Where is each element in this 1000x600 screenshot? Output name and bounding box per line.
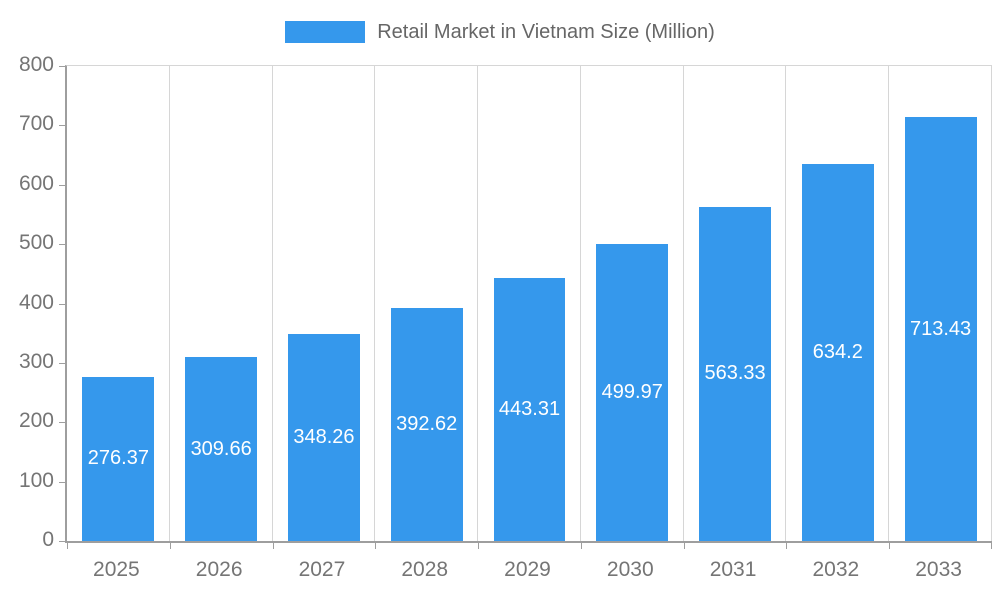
x-axis-tick (272, 543, 274, 549)
x-axis-tick (889, 543, 891, 549)
x-axis-tick (169, 543, 171, 549)
bar-2031: 563.33 (699, 206, 772, 541)
x-axis-tick (375, 543, 377, 549)
x-axis-label: 2029 (504, 558, 551, 581)
vertical-gridline (271, 66, 273, 541)
x-axis-tick (580, 543, 582, 549)
y-axis-tick (59, 244, 65, 246)
bar-value-label: 443.31 (498, 397, 561, 420)
y-axis-label: 100 (18, 468, 54, 492)
bar-value-label: 392.62 (396, 412, 458, 435)
x-axis-label: 2028 (401, 558, 449, 581)
x-axis-tick (786, 543, 788, 549)
vertical-gridline (477, 66, 479, 541)
y-axis-label: 600 (18, 171, 54, 195)
vertical-gridline (374, 66, 376, 541)
bar-2027: 348.26 (287, 334, 360, 541)
vertical-gridline (579, 66, 581, 541)
bar-2025: 276.37 (82, 376, 155, 541)
bar-value-label: 713.43 (910, 317, 972, 340)
y-axis-label: 500 (18, 231, 54, 255)
y-axis-tick (59, 422, 65, 424)
y-axis-label: 400 (18, 290, 54, 314)
x-axis-tick (991, 543, 992, 549)
y-axis-label: 0 (42, 528, 54, 551)
chart-legend[interactable]: Retail Market in Vietnam Size (Million) (0, 18, 1000, 46)
bar-2030: 499.97 (596, 244, 669, 541)
x-axis-label: 2027 (298, 558, 346, 581)
bar-value-label: 348.26 (293, 426, 355, 449)
y-axis-label: 300 (18, 349, 54, 373)
x-axis-label: 2030 (606, 558, 654, 581)
vertical-gridline (682, 66, 684, 541)
x-axis-label: 2033 (915, 558, 962, 581)
bar-value-label: 499.97 (601, 381, 663, 404)
vertical-gridline (785, 66, 787, 541)
x-axis-label: 2026 (195, 558, 243, 581)
bar-2028: 392.62 (390, 307, 463, 541)
bar-2026: 309.66 (185, 357, 258, 541)
x-axis-tick (683, 543, 685, 549)
bar-2033: 713.43 (904, 117, 977, 541)
x-axis-label: 2025 (93, 558, 140, 581)
y-axis-tick (59, 125, 65, 127)
y-axis-label: 200 (18, 409, 54, 433)
bar-2029: 443.31 (493, 277, 566, 541)
vertical-gridline (168, 66, 170, 541)
y-axis-tick (59, 362, 65, 364)
y-axis-label: 700 (18, 112, 54, 136)
bar-value-label: 563.33 (704, 362, 766, 385)
y-axis-tick (59, 66, 65, 67)
vertical-gridline (991, 66, 992, 541)
y-axis-tick (59, 541, 65, 542)
y-axis-tick (59, 303, 65, 305)
bar-2032: 634.2 (801, 164, 874, 541)
legend-swatch (285, 21, 366, 43)
y-axis-tick (59, 481, 65, 483)
y-axis-label: 800 (18, 53, 54, 76)
vertical-gridline (888, 66, 890, 541)
chart-title: Retail Market in Vietnam Size (Million) (377, 20, 715, 43)
plot-area: 276.37 309.66 348.26 392.62 443.31 499.97 563.… (59, 65, 992, 549)
x-axis-label: 2032 (812, 558, 860, 581)
x-axis-tick (67, 543, 68, 549)
bar-value-label: 309.66 (190, 437, 252, 460)
y-axis-tick (59, 184, 65, 186)
x-axis-label: 2031 (709, 558, 757, 581)
bar-value-label: 276.37 (87, 447, 149, 470)
bar-value-label: 634.2 (812, 341, 863, 364)
x-axis-tick (478, 543, 480, 549)
